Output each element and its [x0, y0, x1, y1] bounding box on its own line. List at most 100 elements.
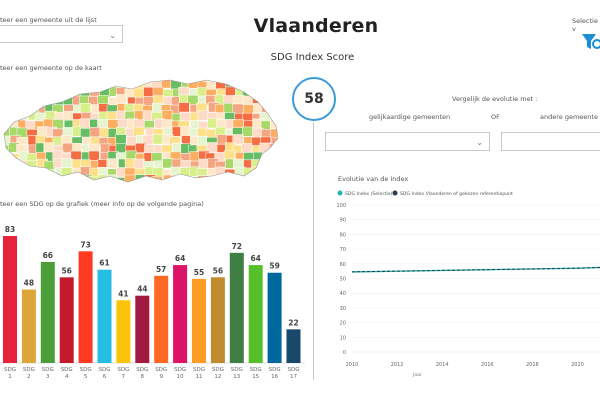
sdg-bar-value-label: 59: [269, 262, 279, 271]
map-municipality: [144, 80, 156, 82]
map-municipality: [242, 175, 254, 182]
map-municipality: [280, 104, 290, 114]
score-circle: 58: [292, 77, 336, 121]
legend-marker: [392, 190, 398, 196]
map-municipality: [143, 184, 154, 190]
municipality-dropdown[interactable]: ⌄: [0, 25, 123, 43]
sdg-chart-label: teer een SDG op de grafiek (meer info op…: [0, 200, 204, 208]
map-municipality: [26, 175, 38, 182]
flanders-map[interactable]: [0, 72, 290, 190]
map-municipality: [271, 111, 278, 122]
map-municipality: [4, 86, 12, 97]
sdg-tick-label: SDG: [212, 367, 224, 373]
filter-icon[interactable]: [580, 30, 600, 52]
map-municipality: [43, 169, 55, 180]
map-municipality: [62, 94, 74, 105]
map-municipality: [89, 127, 101, 138]
map-municipality: [251, 80, 263, 91]
map-municipality: [26, 97, 38, 108]
x-tick-label: 2012: [391, 362, 404, 368]
sdg-bar-value-label: 61: [99, 259, 109, 268]
map-municipality: [243, 183, 254, 190]
map-municipality: [279, 97, 290, 107]
sdg-bar-value-label: 41: [118, 289, 128, 298]
y-tick-label: 70: [340, 247, 346, 253]
map-municipality: [268, 143, 278, 154]
map-municipality: [235, 80, 247, 91]
map-municipality: [82, 184, 93, 190]
sdg-bar-value-label: 64: [250, 254, 260, 263]
map-municipality: [135, 80, 147, 82]
map-municipality: [250, 80, 262, 82]
map-municipality: [63, 176, 75, 182]
map-municipality: [71, 175, 83, 182]
map-municipality: [54, 80, 66, 91]
y-tick-label: 40: [340, 291, 346, 297]
map-municipality: [153, 80, 165, 81]
map-municipality: [215, 184, 226, 190]
sdg-tick-label: SDG: [42, 367, 54, 373]
map-municipality: [9, 175, 21, 182]
map-municipality: [197, 110, 209, 121]
sdg-bar: [192, 278, 206, 363]
other-municipality-dropdown[interactable]: [501, 132, 600, 151]
sdg-tick-label: SDG: [174, 367, 186, 373]
map-municipality: [36, 168, 48, 179]
map-municipality: [43, 80, 55, 89]
map-municipality: [260, 95, 272, 106]
map-municipality: [232, 134, 244, 145]
chevron-down-icon: ⌄: [109, 31, 116, 40]
sdg-bar-chart[interactable]: 83SDG148SDG266SDG356SDG473SDG561SDG641SD…: [0, 210, 305, 385]
map-municipality: [279, 184, 290, 190]
sdg-bar: [59, 277, 74, 363]
similar-municipalities-dropdown[interactable]: ⌄: [325, 132, 490, 151]
map-municipality: [26, 86, 38, 97]
map-municipality: [124, 174, 136, 182]
map-municipality: [4, 160, 12, 171]
sdg-tick-label: 4: [65, 374, 69, 380]
map-municipality: [36, 80, 48, 81]
map-municipality: [225, 86, 237, 97]
sdg-tick-label: 16: [271, 374, 278, 380]
map-municipality: [270, 185, 281, 190]
sdg-tick-label: 2: [27, 374, 31, 380]
sdg-tick-label: 17: [290, 374, 297, 380]
map-municipality: [61, 158, 73, 169]
map-municipality: [62, 80, 74, 89]
sdg-tick-label: SDG: [250, 367, 262, 373]
y-tick-label: 80: [340, 232, 346, 238]
map-municipality: [107, 80, 119, 82]
map-municipality: [179, 185, 190, 190]
map-municipality: [79, 103, 91, 114]
map-municipality: [117, 80, 129, 82]
map-municipality: [233, 175, 245, 182]
sdg-tick-label: SDG: [80, 367, 92, 373]
map-municipality: [277, 87, 278, 98]
map-municipality: [181, 80, 193, 82]
sdg-bar: [173, 265, 188, 363]
map-municipality: [17, 175, 29, 182]
map-municipality: [268, 80, 278, 82]
map-municipality: [62, 88, 74, 99]
map-municipality: [287, 129, 290, 139]
map-municipality: [269, 167, 278, 178]
map-municipality: [19, 87, 31, 98]
map-municipality: [242, 104, 254, 115]
map-municipality: [278, 175, 289, 185]
map-municipality: [26, 80, 38, 82]
map-municipality: [71, 185, 82, 190]
map-municipality: [234, 185, 245, 190]
map-municipality: [115, 142, 127, 153]
map-municipality: [97, 174, 109, 182]
map-municipality: [7, 80, 19, 82]
map-municipality: [277, 80, 278, 90]
sdg-bar: [286, 329, 301, 363]
map-municipality: [289, 89, 290, 99]
map-municipality: [115, 94, 127, 105]
map-municipality: [270, 160, 278, 171]
selection-label: Selectie v: [572, 17, 598, 33]
map-municipality: [88, 80, 100, 89]
evolution-line-chart[interactable]: SDG Index (Selectie) SDG Index Vlaanderen…: [325, 185, 600, 385]
map-municipality: [270, 87, 278, 98]
map-municipality: [260, 184, 271, 190]
